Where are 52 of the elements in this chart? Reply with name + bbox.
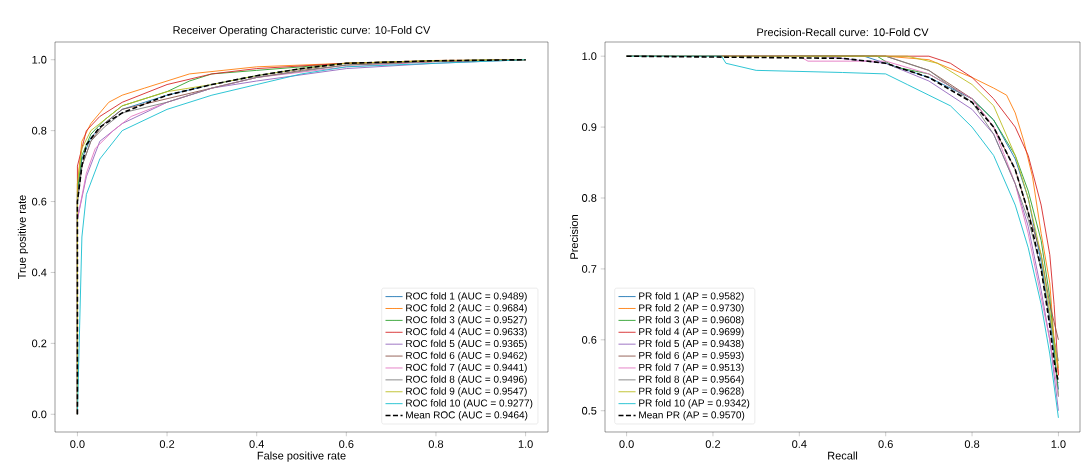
legend-label: ROC fold 3 (AUC = 0.9527) [406,315,527,326]
y-axis-title: Precision [569,215,579,259]
legend-label: ROC fold 4 (AUC = 0.9633) [406,327,527,338]
chart-title: Precision-Recall curve: 10-Fold CV [757,28,929,37]
y-tick-label: 0.8 [582,194,597,202]
y-tick-label: 1.0 [582,52,597,61]
y-tick-label: 0.2 [32,339,47,348]
chart-title: Receiver Operating Characteristic curve: 10-Fold CV [173,25,431,37]
legend-label: PR fold 7 (AP = 0.9513) [639,363,744,373]
x-tick-label: 0.2 [705,440,721,448]
x-tick-label: 0.0 [619,440,634,448]
y-tick-label: 0.7 [582,265,597,273]
legend-label: ROC fold 8 (AUC = 0.9496) [406,375,527,385]
x-tick-label: 1.0 [518,440,533,448]
legend-label: PR fold 6 (AP = 0.9593) [639,351,744,361]
x-tick-label: 0.8 [964,440,980,448]
legend-label: ROC fold 1 (AUC = 0.9489) [406,292,527,302]
y-tick-label: 0.0 [32,410,47,419]
legend-label: ROC fold 10 (AUC = 0.9277) [406,399,533,409]
y-tick-label: 0.6 [32,197,47,206]
x-tick-label: 0.8 [428,440,444,448]
x-tick-label: 0.0 [70,440,85,448]
legend-label: ROC fold 9 (AUC = 0.9547) [406,387,527,397]
legend-label: PR fold 5 (AP = 0.9438) [639,339,744,350]
legend-label: PR fold 2 (AP = 0.9730) [639,304,744,314]
legend-label: Mean PR (AP = 0.9570) [639,411,745,421]
y-axis-title: True positive rate [17,195,29,280]
legend-label: Mean ROC (AUC = 0.9464) [406,411,528,421]
x-tick-label: 0.6 [878,440,893,448]
x-tick-label: 0.6 [339,440,354,448]
legend-label: PR fold 10 (AP = 0.9342) [639,399,750,409]
x-tick-label: 0.4 [792,440,807,448]
legend-label: PR fold 1 (AP = 0.9582) [639,292,744,302]
y-tick-label: 0.8 [32,126,47,135]
y-tick-label: 1.0 [32,55,47,64]
y-tick-label: 0.4 [32,268,47,277]
y-tick-label: 0.5 [582,406,597,415]
legend-label: ROC fold 5 (AUC = 0.9365) [406,339,527,350]
x-tick-label: 0.2 [159,440,175,448]
y-tick-label: 0.6 [582,335,597,344]
legend-label: ROC fold 6 (AUC = 0.9462) [406,351,527,361]
legend-label: PR fold 3 (AP = 0.9608) [639,315,744,326]
legend-label: PR fold 9 (AP = 0.9628) [639,387,744,397]
legend-label: PR fold 8 (AP = 0.9564) [639,375,744,385]
x-tick-label: 1.0 [1051,440,1066,448]
legend-label: PR fold 4 (AP = 0.9699) [639,327,744,338]
legend-label: ROC fold 7 (AUC = 0.9441) [406,363,527,373]
x-axis-title: Recall [828,451,858,460]
y-tick-label: 0.9 [582,123,597,131]
x-tick-label: 0.4 [249,440,264,448]
x-axis-title: False positive rate [257,451,346,462]
legend-label: ROC fold 2 (AUC = 0.9684) [406,304,527,314]
